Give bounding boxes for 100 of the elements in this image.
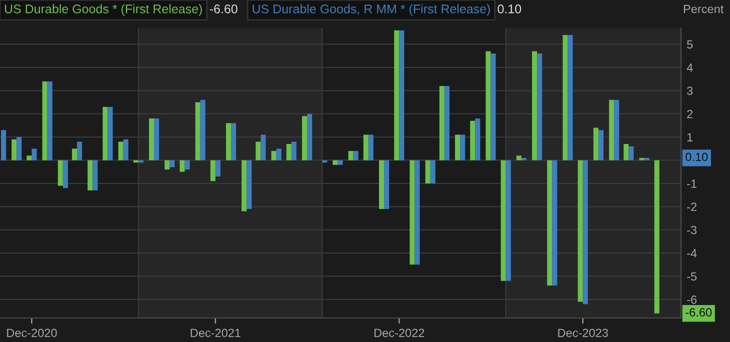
y-tick-label: -5 bbox=[687, 272, 697, 281]
bar bbox=[628, 146, 634, 160]
bar bbox=[322, 160, 328, 163]
bar bbox=[379, 160, 384, 209]
y-tick-label: 1 bbox=[687, 133, 693, 142]
bar bbox=[210, 160, 216, 182]
text: US Durable Goods * (First Release) bbox=[4, 4, 202, 16]
bar bbox=[170, 160, 175, 168]
bar bbox=[444, 86, 450, 160]
bar bbox=[624, 144, 629, 160]
bar bbox=[276, 148, 282, 160]
bar bbox=[353, 150, 358, 160]
y-tick-label: -1 bbox=[687, 180, 696, 188]
bar bbox=[77, 142, 82, 160]
y-tick-label: 3 bbox=[687, 86, 693, 96]
bar bbox=[302, 116, 308, 160]
bar bbox=[578, 160, 583, 302]
bar bbox=[537, 54, 542, 160]
bar bbox=[246, 160, 252, 209]
bar bbox=[410, 160, 415, 265]
bar bbox=[102, 106, 108, 160]
bar bbox=[88, 160, 93, 190]
bar bbox=[47, 81, 52, 160]
bar bbox=[260, 134, 266, 160]
bar bbox=[164, 160, 170, 170]
bar bbox=[92, 160, 98, 190]
bar bbox=[486, 51, 491, 160]
bar bbox=[654, 160, 660, 314]
bar bbox=[470, 120, 476, 160]
bar bbox=[58, 160, 63, 186]
bar bbox=[256, 142, 261, 160]
bar bbox=[1, 130, 6, 160]
bar bbox=[133, 160, 138, 163]
bar bbox=[384, 160, 390, 209]
bar bbox=[72, 148, 78, 160]
bar bbox=[231, 123, 236, 160]
bar bbox=[200, 100, 206, 160]
bar bbox=[32, 148, 37, 160]
bar bbox=[582, 160, 588, 304]
bar bbox=[455, 134, 460, 160]
bar bbox=[425, 160, 430, 184]
bar bbox=[123, 139, 128, 160]
bar bbox=[399, 30, 404, 160]
x-tick-label: Dec-2021 bbox=[190, 328, 240, 338]
bar bbox=[180, 160, 185, 172]
bar bbox=[598, 130, 604, 160]
bar bbox=[215, 160, 220, 176]
bar bbox=[338, 160, 343, 165]
bar bbox=[609, 100, 614, 160]
bar bbox=[26, 156, 32, 160]
x-tick-label: Dec-2022 bbox=[374, 328, 424, 338]
bar bbox=[148, 118, 154, 160]
text: 0.10 bbox=[498, 4, 522, 14]
bar bbox=[363, 134, 368, 160]
bar bbox=[439, 86, 444, 160]
bar bbox=[532, 51, 538, 160]
bar bbox=[16, 137, 22, 160]
y-tick-label: -3 bbox=[687, 226, 697, 234]
bar bbox=[368, 134, 374, 160]
bar bbox=[154, 118, 160, 160]
bar bbox=[286, 144, 292, 160]
x-tick-label: Dec-2023 bbox=[558, 328, 608, 338]
bar bbox=[430, 160, 436, 184]
bar bbox=[184, 160, 190, 170]
bar bbox=[414, 160, 420, 265]
y-axis-title: Percent bbox=[684, 4, 724, 14]
x-tick-label: Dec-2020 bbox=[7, 328, 57, 338]
bar bbox=[394, 30, 400, 160]
bar bbox=[118, 142, 124, 160]
bar bbox=[348, 150, 354, 160]
bar bbox=[108, 106, 113, 160]
bar bbox=[332, 160, 338, 165]
bar bbox=[639, 158, 644, 160]
y-tick-label: 4 bbox=[686, 64, 693, 72]
y-tick-label: -6 bbox=[687, 295, 697, 304]
text: US Durable Goods, R MM * (First Release) bbox=[252, 4, 490, 16]
bar bbox=[12, 139, 17, 160]
bar bbox=[506, 160, 511, 281]
bar bbox=[500, 160, 506, 281]
y-tick-label: -2 bbox=[687, 202, 696, 211]
y-tick-label: 5 bbox=[687, 40, 693, 49]
bar bbox=[42, 81, 48, 160]
bar bbox=[291, 142, 296, 160]
bar bbox=[226, 123, 232, 160]
bar bbox=[271, 150, 276, 160]
bar bbox=[516, 156, 522, 160]
bar bbox=[460, 134, 466, 160]
bar bbox=[307, 114, 312, 160]
bar bbox=[62, 160, 68, 188]
bar bbox=[475, 118, 480, 160]
text: -6.60 bbox=[686, 308, 712, 317]
y-tick-label: -4 bbox=[687, 249, 697, 258]
bar bbox=[568, 34, 573, 160]
y-tick-label: 2 bbox=[687, 110, 693, 118]
text: -6.60 bbox=[210, 4, 238, 14]
bar bbox=[593, 128, 598, 160]
bar bbox=[552, 160, 558, 286]
bar bbox=[562, 34, 568, 160]
text: 0.10 bbox=[686, 152, 708, 162]
bar bbox=[614, 100, 620, 160]
